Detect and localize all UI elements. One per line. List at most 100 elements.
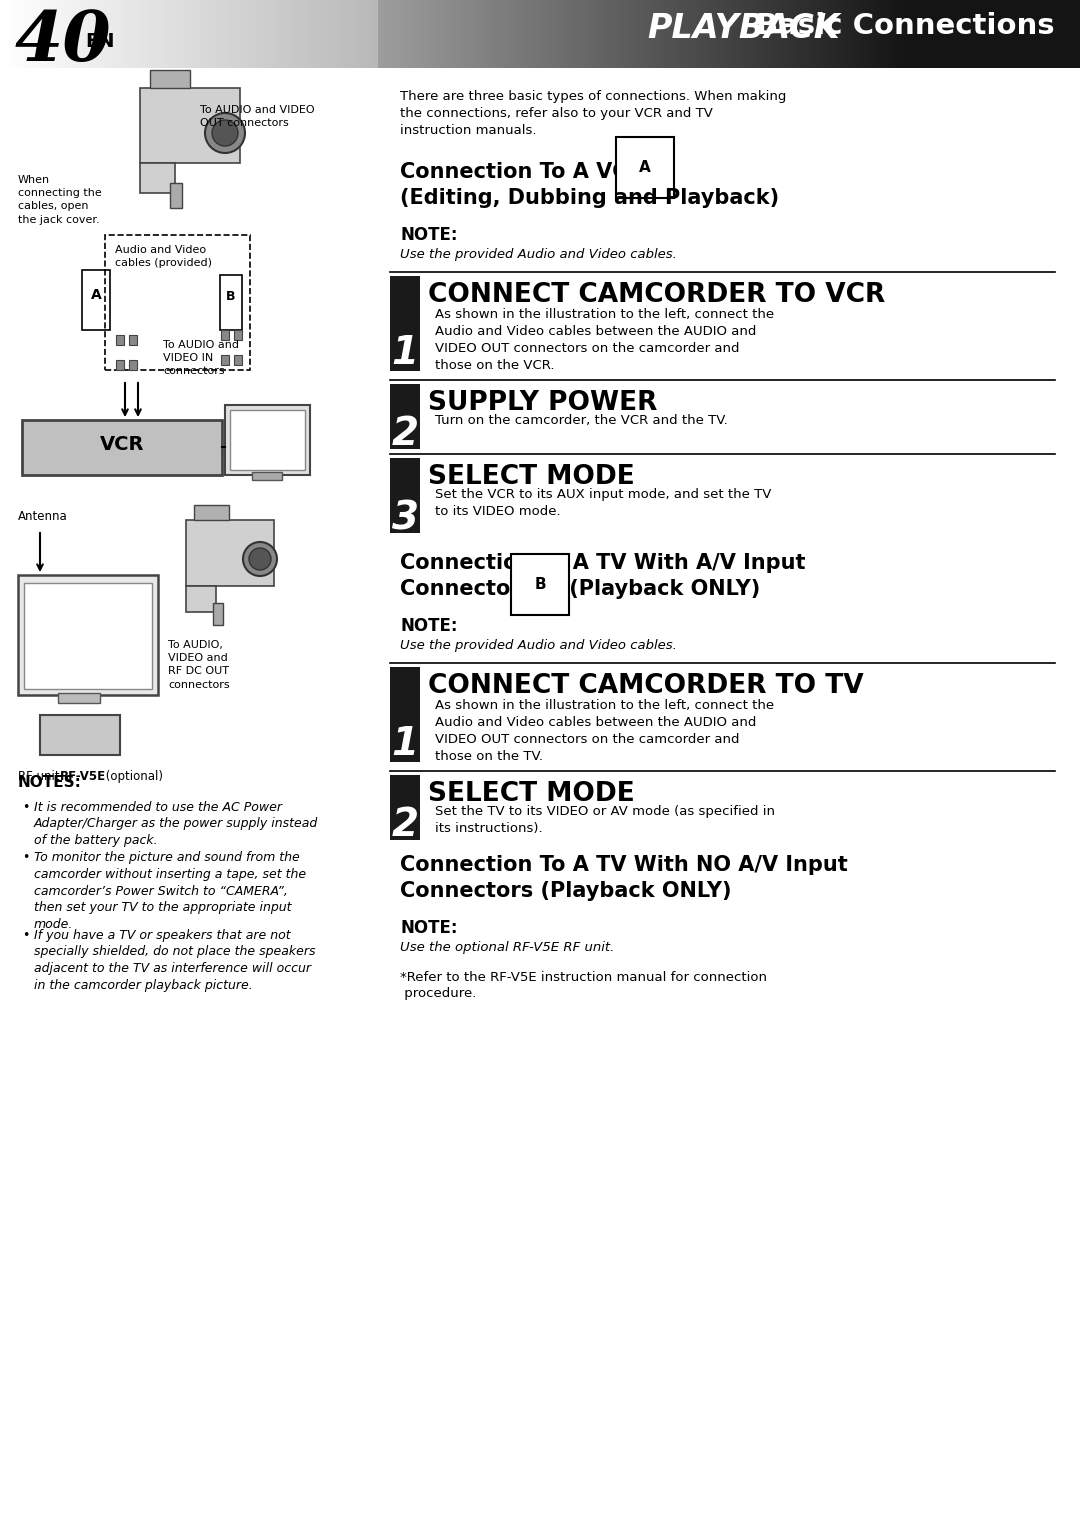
Bar xyxy=(853,0,855,67)
Bar xyxy=(613,0,616,67)
Text: 40: 40 xyxy=(15,8,111,75)
Bar xyxy=(688,0,689,67)
Text: SELECT MODE: SELECT MODE xyxy=(428,464,635,491)
Bar xyxy=(106,0,108,67)
Bar xyxy=(380,0,381,67)
Bar xyxy=(862,0,864,67)
Bar xyxy=(963,0,964,67)
Bar xyxy=(450,0,451,67)
Bar xyxy=(761,0,764,67)
Bar xyxy=(1017,0,1018,67)
Bar xyxy=(576,0,578,67)
Bar xyxy=(996,0,997,67)
Bar xyxy=(988,0,990,67)
Bar xyxy=(781,0,783,67)
Bar xyxy=(504,0,505,67)
Bar xyxy=(742,0,743,67)
Bar xyxy=(651,0,653,67)
Bar xyxy=(157,0,159,67)
Bar xyxy=(799,0,801,67)
Text: *Refer to the RF-V5E instruction manual for connection: *Refer to the RF-V5E instruction manual … xyxy=(400,970,767,984)
Bar xyxy=(1034,0,1035,67)
Bar xyxy=(390,458,420,533)
Bar xyxy=(221,0,224,67)
Bar xyxy=(872,0,873,67)
Bar xyxy=(51,0,52,67)
Bar xyxy=(878,0,880,67)
Bar xyxy=(693,0,694,67)
Bar xyxy=(873,0,875,67)
Bar xyxy=(856,0,859,67)
Bar xyxy=(670,0,672,67)
Bar xyxy=(700,0,702,67)
Bar xyxy=(653,0,656,67)
Bar xyxy=(756,0,758,67)
Bar xyxy=(164,0,165,67)
Bar xyxy=(1023,0,1024,67)
Bar xyxy=(475,0,477,67)
Bar xyxy=(311,0,313,67)
Bar xyxy=(1013,0,1015,67)
Bar xyxy=(569,0,570,67)
Bar xyxy=(956,0,958,67)
Bar xyxy=(390,776,420,840)
Bar xyxy=(252,0,254,67)
Bar xyxy=(810,0,812,67)
Bar xyxy=(481,0,483,67)
Bar xyxy=(910,0,913,67)
Bar xyxy=(354,0,356,67)
Bar xyxy=(267,0,268,67)
Bar xyxy=(138,0,140,67)
Text: •: • xyxy=(22,802,29,814)
Bar xyxy=(40,714,120,754)
Bar xyxy=(829,0,832,67)
Bar xyxy=(828,0,829,67)
Bar xyxy=(648,0,650,67)
Bar xyxy=(543,0,545,67)
Bar xyxy=(218,0,219,67)
Bar xyxy=(378,0,380,67)
Bar xyxy=(220,274,242,330)
Bar xyxy=(299,0,300,67)
Text: 2: 2 xyxy=(391,415,419,452)
Bar xyxy=(1028,0,1029,67)
Bar xyxy=(845,0,846,67)
Bar xyxy=(8,0,9,67)
Bar xyxy=(791,0,792,67)
Bar xyxy=(832,0,834,67)
Bar xyxy=(279,0,281,67)
Bar xyxy=(754,0,756,67)
Bar xyxy=(73,0,76,67)
Text: 2: 2 xyxy=(391,806,419,845)
Bar xyxy=(558,0,559,67)
Bar xyxy=(848,0,850,67)
Circle shape xyxy=(205,113,245,153)
Bar xyxy=(740,0,742,67)
Bar xyxy=(254,0,256,67)
Bar xyxy=(186,0,187,67)
Bar xyxy=(527,0,529,67)
Bar xyxy=(95,0,97,67)
Bar xyxy=(390,667,420,762)
Text: •: • xyxy=(22,851,29,865)
Bar xyxy=(14,0,16,67)
Bar xyxy=(597,0,599,67)
Bar xyxy=(554,0,556,67)
Text: Use the provided Audio and Video cables.: Use the provided Audio and Video cables. xyxy=(400,639,677,652)
Bar xyxy=(495,0,497,67)
Bar xyxy=(342,0,343,67)
Text: RF unit: RF unit xyxy=(18,770,64,783)
Bar xyxy=(265,0,267,67)
Bar xyxy=(926,0,927,67)
Bar xyxy=(22,0,24,67)
Bar xyxy=(300,0,302,67)
Bar xyxy=(737,0,738,67)
Bar xyxy=(84,0,86,67)
Text: Set the VCR to its AUX input mode, and set the TV
to its VIDEO mode.: Set the VCR to its AUX input mode, and s… xyxy=(435,487,771,518)
Bar xyxy=(154,0,157,67)
Bar xyxy=(548,0,549,67)
Bar xyxy=(745,0,747,67)
Bar xyxy=(221,330,229,340)
Text: CONNECT CAMCORDER TO VCR: CONNECT CAMCORDER TO VCR xyxy=(428,282,886,308)
Bar xyxy=(851,0,853,67)
